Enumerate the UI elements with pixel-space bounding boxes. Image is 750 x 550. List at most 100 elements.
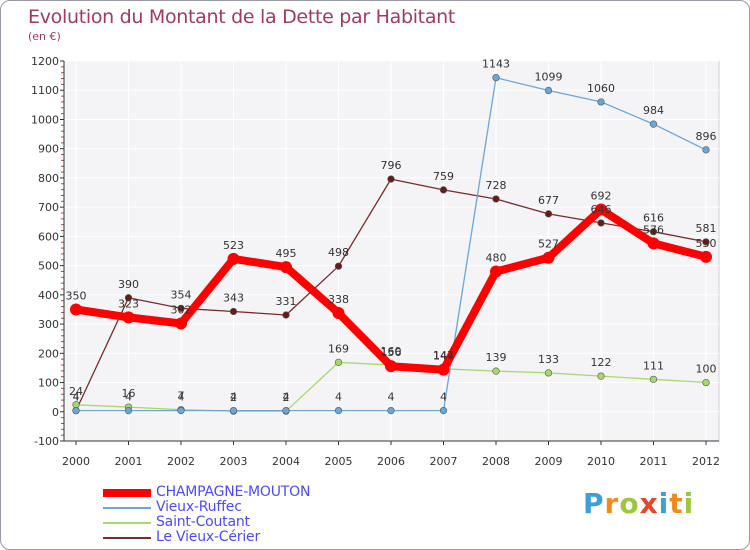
data-label-1: 984 — [643, 104, 664, 117]
series-point-1 — [334, 407, 343, 415]
logo-letter: t — [669, 487, 684, 520]
series-point-0 — [70, 303, 82, 316]
data-label-0: 156 — [381, 346, 402, 359]
legend-label-3: Le Vieux-Cérier — [156, 529, 261, 545]
series-point-3 — [334, 262, 343, 270]
x-tick-label: 2001 — [115, 455, 143, 468]
data-label-2: 169 — [328, 342, 349, 355]
logo-letter: i — [658, 487, 670, 520]
legend-label-1: Vieux-Ruffec — [156, 499, 242, 515]
y-tick-label: 700 — [38, 201, 59, 214]
data-label-1: 4 — [440, 391, 447, 404]
series-point-2 — [702, 378, 710, 387]
data-label-2: 7 — [178, 390, 185, 403]
data-label-0: 523 — [223, 239, 244, 252]
data-label-1: 896 — [696, 130, 717, 143]
data-label-2: 139 — [486, 351, 507, 364]
series-point-3 — [702, 238, 710, 246]
x-tick-label: 2000 — [62, 455, 90, 468]
series-point-0 — [437, 363, 450, 376]
data-label-2: 2 — [230, 391, 237, 404]
x-tick-label: 2004 — [272, 455, 300, 468]
series-point-0 — [647, 237, 660, 250]
legend-label-2: Saint-Coutant — [156, 514, 250, 530]
legend-label-0: CHAMPAGNE-MOUTON — [156, 484, 311, 500]
series-point-0 — [280, 261, 292, 274]
y-tick-label: 1000 — [31, 113, 59, 126]
data-label-1: 4 — [283, 391, 290, 404]
series-point-3 — [282, 311, 290, 319]
data-label-1: 1143 — [482, 58, 510, 71]
logo-letter: i — [683, 487, 695, 520]
data-label-3: 581 — [696, 222, 717, 235]
series-point-0 — [227, 252, 240, 265]
series-point-0 — [122, 311, 135, 324]
y-tick-label: 500 — [38, 260, 59, 273]
data-label-3: 646 — [591, 203, 612, 216]
legend-swatch-0 — [103, 489, 151, 497]
legend-swatch-2 — [103, 522, 151, 524]
data-label-3: 728 — [486, 179, 507, 192]
series-point-2 — [334, 358, 343, 366]
data-label-3: 498 — [328, 246, 349, 259]
series-point-1 — [544, 86, 553, 95]
chart-subtitle: (en €) — [28, 30, 61, 43]
series-point-0 — [175, 317, 187, 330]
data-label-0: 302 — [171, 303, 192, 316]
data-label-2: 133 — [538, 353, 559, 366]
data-label-1: 4 — [178, 391, 185, 404]
x-tick-label: 2005 — [325, 455, 353, 468]
series-point-2 — [492, 367, 500, 375]
data-label-3: 677 — [538, 194, 559, 207]
data-label-2: 111 — [643, 359, 664, 372]
series-point-3 — [597, 219, 605, 227]
series-point-3 — [492, 195, 500, 203]
data-label-0: 576 — [643, 223, 664, 236]
y-tick-label: 400 — [38, 289, 59, 302]
series-point-1 — [649, 120, 658, 128]
x-tick-label: 2011 — [640, 455, 668, 468]
data-label-0: 338 — [328, 293, 349, 306]
series-point-3 — [649, 228, 658, 236]
data-label-3: 796 — [381, 159, 402, 172]
data-label-0: 495 — [276, 247, 297, 260]
series-point-2 — [544, 369, 553, 377]
series-point-0 — [490, 265, 502, 278]
data-label-2: 160 — [381, 345, 402, 358]
data-label-1: 4 — [388, 391, 395, 404]
proxiti-logo: Proxiti — [583, 487, 694, 520]
series-point-0 — [385, 360, 397, 373]
series-point-0 — [700, 250, 712, 263]
series-point-0 — [332, 306, 345, 319]
series-point-1 — [282, 407, 290, 415]
x-tick-label: 2012 — [692, 455, 720, 468]
series-point-1 — [387, 407, 395, 415]
series-point-1 — [597, 98, 605, 106]
y-tick-label: 1100 — [31, 84, 59, 97]
logo-letter: x — [639, 487, 659, 520]
legend-swatch-3 — [103, 537, 151, 539]
series-point-3 — [387, 175, 395, 183]
y-tick-label: 100 — [38, 377, 59, 390]
data-label-3: 390 — [118, 278, 139, 291]
series-point-3 — [439, 186, 448, 194]
chart-title: Evolution du Montant de la Dette par Hab… — [28, 6, 456, 28]
data-label-3: 343 — [223, 292, 244, 305]
data-label-3: 759 — [433, 170, 454, 183]
series-point-3 — [544, 210, 553, 218]
series-point-3 — [177, 304, 185, 312]
series-point-0 — [595, 203, 607, 216]
data-label-3: 616 — [643, 212, 664, 225]
series-point-1 — [72, 407, 80, 415]
data-label-1: 4 — [73, 391, 80, 404]
y-tick-label: 300 — [38, 318, 59, 331]
y-tick-label: 200 — [38, 347, 59, 360]
logo-letter: r — [604, 487, 620, 520]
y-tick-label: 0 — [52, 406, 59, 419]
series-point-1 — [177, 407, 185, 415]
data-label-1: 4 — [335, 391, 342, 404]
series-point-3 — [229, 307, 238, 316]
x-tick-label: 2007 — [430, 455, 458, 468]
y-tick-label: 600 — [38, 230, 59, 243]
